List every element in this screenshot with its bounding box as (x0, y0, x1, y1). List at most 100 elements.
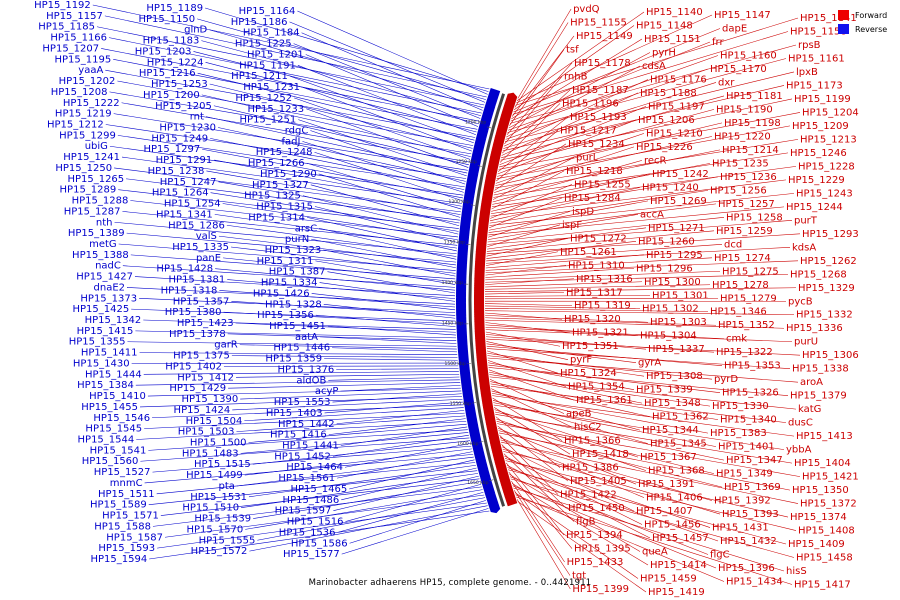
gene-label: HP15_1303 (650, 317, 707, 328)
gene-label: HP15_1210 (646, 128, 703, 139)
gene-label: HP15_1150 (138, 14, 195, 25)
gene-label: ispD (572, 206, 594, 217)
gene-label: HP15_1254 (164, 199, 221, 210)
gene-label: HP15_1149 (576, 31, 633, 42)
scale-tick (479, 441, 484, 443)
gene-label: rpsB (798, 40, 821, 51)
leader-line (491, 388, 573, 428)
gene-label: HP15_1432 (720, 536, 777, 547)
gene-label: HP15_1387 (269, 267, 326, 278)
gene-label: flgB (576, 517, 596, 528)
leader-line (504, 458, 711, 528)
gene-label: HP15_1241 (63, 152, 120, 163)
leader-line (139, 396, 463, 408)
leader-line (501, 441, 799, 504)
leader-line (487, 217, 725, 243)
gene-label: HP15_1510 (182, 503, 239, 514)
gene-label: nadC (95, 261, 121, 272)
leader-line (494, 146, 635, 193)
gene-label: HP15_1346 (710, 307, 767, 318)
leader-line (344, 443, 471, 468)
gene-label: HP15_1295 (646, 250, 703, 261)
gene-label: HP15_1344 (642, 425, 699, 436)
gene-label: HP15_1555 (199, 535, 256, 546)
gene-label: HP15_1185 (38, 22, 95, 33)
leader-line (491, 170, 565, 210)
gene-label: glnD (184, 25, 207, 36)
leader-line (485, 274, 789, 283)
leader-line (96, 26, 485, 106)
gene-label: HP15_1546 (93, 413, 150, 424)
gene-label: HP15_1196 (562, 98, 619, 109)
leader-line (486, 338, 801, 356)
leader-line (489, 193, 795, 226)
gene-label: HP15_1183 (143, 36, 200, 47)
leader-line (157, 502, 487, 549)
gene-label: pyrH (652, 47, 676, 58)
gene-label: HP15_1394 (566, 530, 623, 541)
gene-label: HP15_1287 (64, 206, 121, 217)
leader-line (104, 15, 487, 98)
leader-line (314, 206, 458, 243)
leader-line (509, 44, 797, 124)
gene-label: accA (640, 209, 664, 220)
leader-line (152, 445, 472, 473)
gene-label: dapE (722, 23, 747, 34)
leader-line (156, 462, 476, 495)
gene-label: HP15_1208 (51, 87, 108, 98)
gene-label: HP15_1359 (265, 354, 322, 365)
leader-line (494, 411, 725, 461)
scale-label: 1650 kbp (467, 480, 488, 486)
leader-line (252, 440, 471, 465)
leader-line (315, 314, 456, 327)
leader-line (485, 265, 567, 276)
gene-label: HP15_1457 (652, 533, 709, 544)
gene-label: gyrA (638, 358, 661, 369)
gene-label: HP15_1218 (566, 166, 623, 177)
gene-label: HP15_1588 (94, 521, 151, 532)
leader-line (490, 383, 719, 420)
leader-line (485, 317, 717, 326)
gene-label: HP15_1189 (146, 3, 203, 14)
gene-label: HP15_1458 (796, 553, 853, 564)
gene-label: HP15_1192 (34, 0, 91, 11)
gene-label: HP15_1278 (712, 280, 769, 291)
gene-label: HP15_1248 (256, 147, 313, 158)
gene-label: HP15_1204 (802, 107, 859, 118)
leader-line (486, 350, 559, 374)
leader-line (515, 494, 725, 582)
reverse-gene (489, 506, 501, 514)
gene-label: HP15_1396 (718, 563, 775, 574)
gene-label: HP15_1367 (640, 452, 697, 463)
leader-line (144, 454, 474, 484)
gene-label: HP15_1207 (42, 43, 99, 54)
leader-line (514, 22, 569, 108)
leader-line (489, 376, 797, 410)
leader-line (214, 214, 458, 249)
scale-tick (489, 479, 494, 482)
gene-label: HP15_1209 (792, 121, 849, 132)
leader-line (332, 393, 462, 403)
leader-line (201, 40, 482, 117)
gene-label: HP15_1444 (85, 369, 142, 380)
leader-line (503, 451, 789, 518)
leader-line (232, 398, 463, 411)
gene-label: dcd (724, 239, 742, 250)
gene-label: HP15_1416 (270, 430, 327, 441)
gene-label: HP15_1200 (143, 90, 200, 101)
gene-label: HP15_1157 (46, 11, 103, 22)
gene-label: HP15_1421 (802, 472, 859, 483)
gene-label: HP15_1334 (261, 278, 318, 289)
leader-line (486, 241, 637, 259)
gene-label: HP15_1290 (260, 169, 317, 180)
leader-line (485, 315, 649, 323)
leader-line (293, 97, 471, 160)
leader-line (127, 341, 457, 347)
gene-label: ybbA (786, 445, 812, 456)
leader-line (497, 116, 569, 172)
leader-line (239, 344, 457, 350)
leader-line (485, 251, 559, 266)
gene-label: purT (794, 215, 818, 226)
gene-label: HP15_1242 (652, 169, 709, 180)
gene-label: HP15_1503 (178, 427, 235, 438)
